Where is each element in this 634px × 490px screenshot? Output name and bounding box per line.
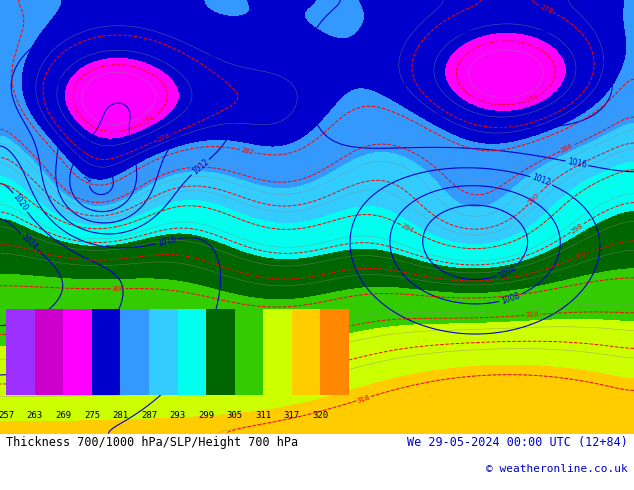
Bar — [6, 309, 35, 395]
Text: 274: 274 — [141, 114, 156, 126]
Bar — [292, 309, 320, 395]
Text: © weatheronline.co.uk: © weatheronline.co.uk — [486, 464, 628, 474]
Text: 317: 317 — [283, 411, 300, 419]
Bar — [92, 309, 120, 395]
Text: 1008: 1008 — [500, 291, 521, 306]
Text: 299: 299 — [198, 411, 214, 419]
Text: 302: 302 — [573, 251, 588, 261]
Text: 305: 305 — [226, 411, 243, 419]
Text: 1024: 1024 — [19, 232, 39, 251]
Bar — [63, 309, 92, 395]
Text: 287: 287 — [141, 411, 157, 419]
Text: Thickness 700/1000 hPa/SLP/Height 700 hPa: Thickness 700/1000 hPa/SLP/Height 700 hP… — [6, 437, 299, 449]
Text: 1020: 1020 — [496, 121, 515, 131]
Text: 278: 278 — [539, 3, 553, 15]
Bar — [120, 309, 149, 395]
Text: 1020: 1020 — [11, 192, 30, 213]
Bar — [235, 309, 263, 395]
Text: 306: 306 — [112, 286, 125, 292]
Text: 1004: 1004 — [496, 263, 518, 280]
Text: 318: 318 — [356, 394, 371, 404]
Text: 293: 293 — [169, 411, 186, 419]
Bar — [263, 309, 292, 395]
Text: 298: 298 — [569, 222, 584, 234]
Text: 286: 286 — [560, 143, 574, 154]
Text: 311: 311 — [255, 411, 271, 419]
Text: 1016: 1016 — [567, 157, 587, 170]
Text: 1012: 1012 — [190, 157, 210, 176]
Text: 282: 282 — [240, 147, 254, 155]
Text: 294: 294 — [400, 222, 415, 234]
Text: 1016: 1016 — [157, 235, 177, 247]
Text: 278: 278 — [157, 132, 171, 143]
Text: 1012: 1012 — [531, 173, 552, 188]
Text: 281: 281 — [112, 411, 129, 419]
Bar — [35, 309, 63, 395]
Text: 275: 275 — [84, 411, 100, 419]
Text: 263: 263 — [27, 411, 43, 419]
Text: We 29-05-2024 00:00 UTC (12+84): We 29-05-2024 00:00 UTC (12+84) — [407, 437, 628, 449]
Bar — [149, 309, 178, 395]
Text: 1004: 1004 — [75, 134, 94, 155]
Text: 274: 274 — [525, 94, 540, 104]
Text: 1000: 1000 — [83, 165, 103, 185]
Text: 1008: 1008 — [166, 129, 184, 150]
Text: 269: 269 — [55, 411, 72, 419]
Bar — [206, 309, 235, 395]
Text: 257: 257 — [0, 411, 15, 419]
Bar — [178, 309, 206, 395]
Bar — [320, 309, 349, 395]
Text: 290: 290 — [527, 192, 540, 206]
Text: 314: 314 — [167, 378, 181, 384]
Text: 320: 320 — [312, 411, 328, 419]
Text: 310: 310 — [526, 311, 540, 318]
